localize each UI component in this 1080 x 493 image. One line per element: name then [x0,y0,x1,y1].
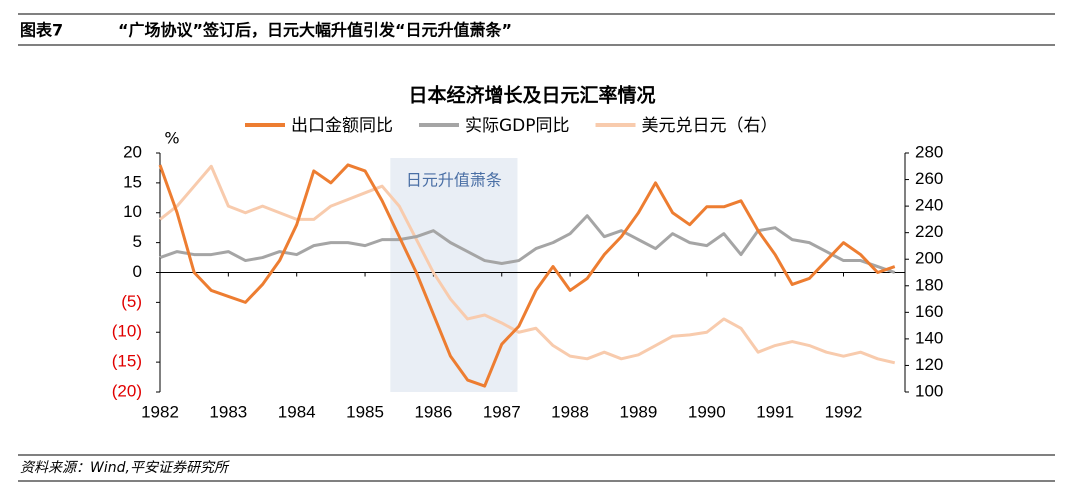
x-tick-label: 1991 [756,402,794,421]
legend-label: 美元兑日元（右） [642,116,778,136]
y2-tick-label: 140 [915,328,943,347]
figure-title: “广场协议”签订后，日元大幅升值引发“日元升值萧条” [118,21,512,40]
y-tick-label: 10 [123,202,142,221]
chart-title: 日本经济增长及日元汇率情况 [408,84,655,107]
x-tick-label: 1992 [825,402,863,421]
shaded-period [390,158,518,392]
y-tick-label: (5) [121,292,142,311]
x-tick-label: 1985 [346,402,384,421]
figure-label: 图表7 [20,21,63,40]
y-tick-label: 5 [133,232,142,251]
y2-tick-label: 180 [915,275,943,294]
y2-tick-label: 280 [915,142,943,161]
y-tick-label: 15 [123,172,142,191]
y-tick-label: 20 [123,142,142,161]
annotation: 日元升值萧条 [406,171,502,190]
x-tick-label: 1984 [278,402,316,421]
source: 资料来源：Wind,平安证券研究所 [20,460,230,476]
legend-label: 出口金额同比 [291,116,393,136]
x-tick-label: 1982 [141,402,179,421]
legend-label: 实际GDP同比 [465,116,570,136]
y-tick-label: 0 [133,262,142,281]
x-tick-label: 1983 [209,402,247,421]
y2-tick-label: 260 [915,169,943,188]
series-line [159,164,896,365]
series-line [159,214,896,274]
x-tick-label: 1990 [688,402,726,421]
y-axis-label: % [164,129,179,148]
x-tick-label: 1988 [551,402,589,421]
y2-tick-label: 100 [915,381,943,400]
series-line [158,163,896,388]
x-tick-label: 1989 [620,402,658,421]
y-tick-label: (10) [112,322,142,341]
y2-tick-label: 200 [915,249,943,268]
x-tick-label: 1987 [483,402,521,421]
y2-tick-label: 240 [915,196,943,215]
y2-tick-label: 160 [915,302,943,321]
y-tick-label: (15) [112,352,142,371]
plot: 日元升值萧条 (20) (15) (10) (5) 0 5 10 15 20 100 120 140 16… [112,116,944,421]
y2-tick-label: 220 [915,222,943,241]
y-tick-label: (20) [112,381,142,400]
x-tick-label: 1986 [414,402,452,421]
y2-tick-label: 120 [915,355,943,374]
